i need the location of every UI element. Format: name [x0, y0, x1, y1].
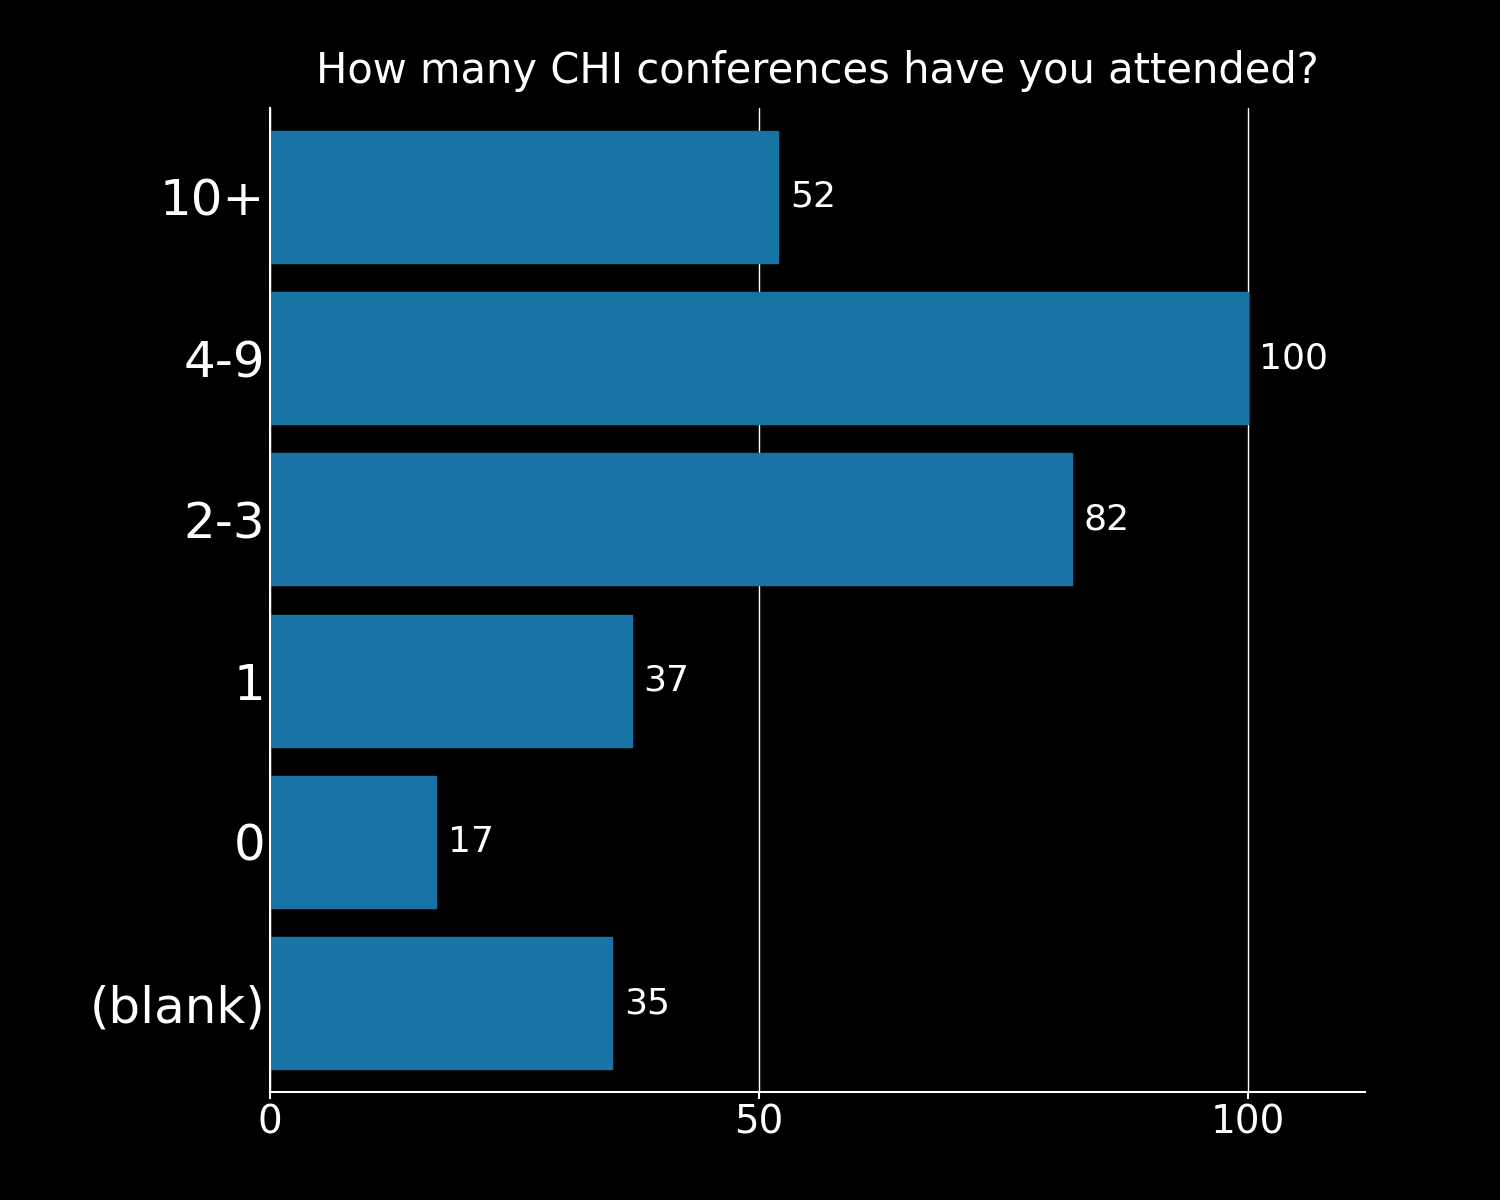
Text: 100: 100 [1260, 341, 1329, 376]
Text: 37: 37 [644, 664, 690, 697]
Bar [270, 131, 778, 263]
Bar [270, 937, 612, 1069]
Bar [270, 454, 1071, 586]
Bar [270, 614, 632, 746]
Text: 52: 52 [790, 180, 836, 214]
Text: 35: 35 [624, 986, 670, 1020]
Bar [270, 776, 436, 908]
Bar [270, 292, 1248, 424]
Text: 17: 17 [448, 824, 494, 859]
Text: 82: 82 [1083, 503, 1130, 536]
Title: How many CHI conferences have you attended?: How many CHI conferences have you attend… [316, 50, 1318, 92]
